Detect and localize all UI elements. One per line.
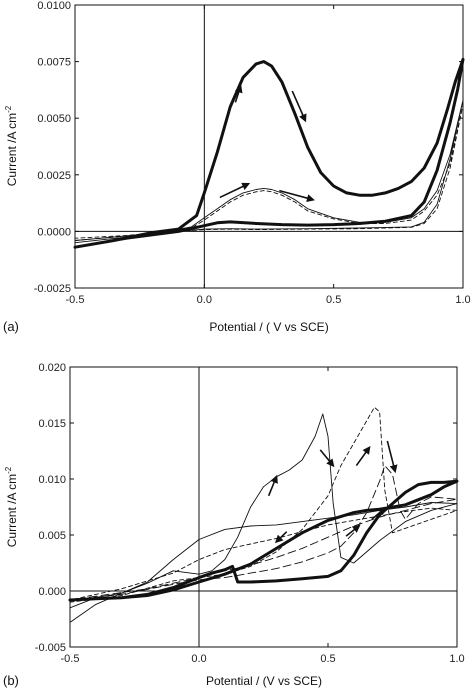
x-tick-label: 0.5: [326, 294, 341, 306]
zero-lines: [70, 367, 457, 647]
y-tick-label: 0.0050: [37, 113, 71, 125]
scan-direction-arrow: [386, 440, 398, 474]
y-tick-label: 0.0075: [37, 57, 71, 69]
annotation-arrows: [267, 440, 398, 544]
panel-label: (a): [3, 319, 19, 334]
x-tick-label: -0.5: [61, 653, 80, 665]
x-tick-label: 0.5: [320, 653, 335, 665]
x-tick-label: 1.0: [449, 653, 464, 665]
chart-panel-b: -0.5 0.0 0.5 1.0 -0.005 0.000 0.005 0.010 0.015 0…: [3, 362, 465, 688]
scan-direction-arrow: [291, 90, 307, 123]
scan-direction-arrow: [219, 182, 251, 199]
annotation-arrows: [219, 84, 315, 203]
scan-direction-arrow: [267, 474, 278, 497]
zero-lines: [75, 5, 463, 288]
plot-frame: [69, 366, 458, 648]
series-line-thin-long-dashed-4: [69, 465, 458, 601]
y-tick-label: -0.0025: [34, 283, 71, 295]
y-axis-title-text: Current /A cm: [5, 113, 19, 186]
y-axis-title-text: Current /A cm: [5, 474, 19, 547]
y-tick-label: 0.0025: [37, 170, 71, 182]
y-axis-title: Current /A cm-2: [4, 466, 19, 547]
scan-direction-arrow: [355, 446, 371, 467]
x-tick-label: -0.5: [66, 294, 85, 306]
tick-labels: -0.5 0.0 0.5 1.0 -0.0025 0.0000 0.0025 0.0050 0.…: [34, 0, 471, 306]
scan-direction-arrow: [279, 189, 315, 203]
series-line-thin-solid-2: [74, 99, 464, 244]
y-tick-label: 0.000: [38, 586, 66, 598]
axis-ticks: [74, 4, 464, 289]
x-axis-title: Potential / (V vs SCE): [206, 674, 322, 688]
y-axis-title-exponent: -2: [4, 105, 13, 113]
scan-direction-arrow: [371, 506, 387, 520]
chart-panel-a: -0.5 0.0 0.5 1.0 -0.0025 0.0000 0.0025 0.0050 0.…: [3, 0, 471, 334]
y-tick-label: 0.0100: [37, 0, 71, 12]
y-axis-title-exponent: -2: [4, 466, 13, 474]
y-tick-label: 0.015: [38, 418, 66, 430]
scan-direction-arrow: [234, 84, 243, 103]
x-tick-label: 0.0: [197, 294, 212, 306]
x-tick-label: 1.0: [455, 294, 470, 306]
series-layer: [73, 57, 465, 249]
series-layer: [68, 406, 459, 623]
plot-frame: [74, 4, 464, 289]
series-line-thin-dashed-3: [74, 104, 464, 241]
scan-direction-arrow: [319, 449, 335, 468]
y-axis-title: Current /A cm-2: [4, 105, 19, 186]
y-tick-label: -0.005: [35, 642, 66, 654]
panel-label: (b): [3, 673, 19, 688]
y-tick-label: 0.0000: [37, 226, 71, 238]
y-tick-label: 0.005: [38, 530, 66, 542]
series-line-thick-solid-1: [68, 479, 459, 602]
axis-ticks: [69, 366, 458, 648]
x-axis-title: Potential / ( V vs SCE): [209, 320, 328, 334]
tick-labels: -0.5 0.0 0.5 1.0 -0.005 0.000 0.005 0.010 0.015 0…: [35, 362, 465, 665]
scan-direction-arrow: [274, 531, 288, 544]
y-tick-label: 0.020: [38, 362, 66, 374]
x-tick-label: 0.0: [191, 653, 206, 665]
y-tick-label: 0.010: [38, 474, 66, 486]
scan-direction-arrow: [345, 524, 361, 537]
series-line-thin-solid-2: [69, 413, 458, 623]
